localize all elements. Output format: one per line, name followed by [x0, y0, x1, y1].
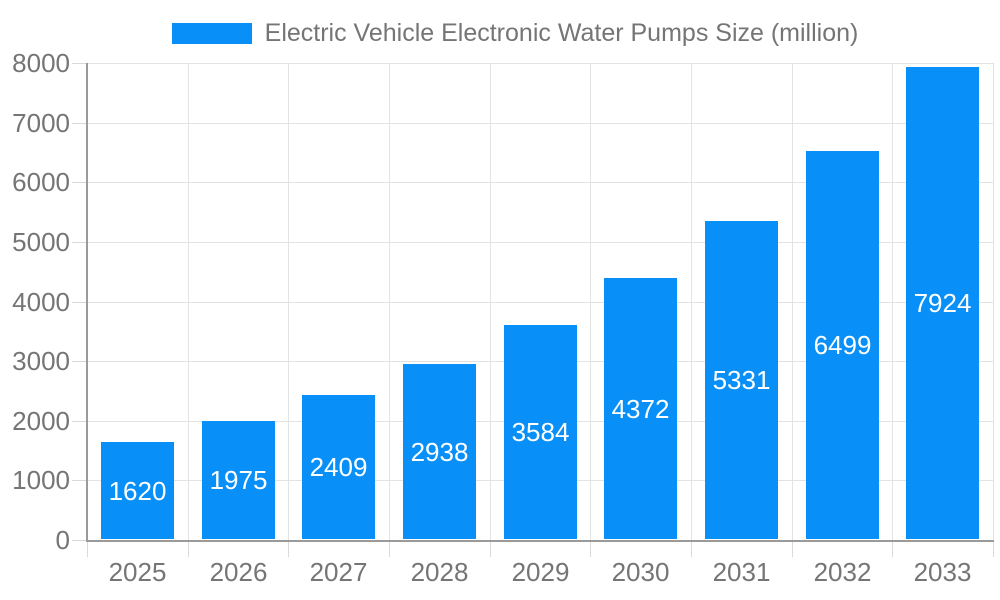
y-tick-label: 2000: [12, 406, 70, 436]
x-axis-tick: [87, 542, 88, 557]
bar-value-label: 6499: [813, 330, 872, 360]
x-axis-tick: [389, 542, 390, 557]
y-gridline: [87, 242, 993, 243]
bar-value-label: 2409: [309, 452, 368, 482]
y-tick-label: 6000: [12, 167, 70, 197]
x-tick-label: 2027: [309, 557, 368, 587]
y-axis-tick: [72, 182, 87, 183]
x-gridline: [490, 63, 491, 540]
y-axis-tick: [72, 361, 87, 362]
y-tick-label: 8000: [12, 48, 70, 78]
x-tick-label: 2029: [511, 557, 570, 587]
x-tick-label: 2033: [913, 557, 972, 587]
x-tick-label: 2030: [611, 557, 670, 587]
bar: 2938: [403, 364, 476, 539]
x-axis-tick: [892, 542, 893, 557]
bar-value-label: 7924: [913, 288, 972, 318]
y-tick-label: 3000: [12, 346, 70, 376]
x-axis-tick: [288, 542, 289, 557]
x-gridline: [993, 63, 994, 540]
bar-value-label: 2938: [410, 436, 469, 467]
bar-value-label: 1975: [209, 465, 268, 495]
y-axis-line: [86, 63, 88, 540]
bar-value-label: 3584: [511, 417, 570, 447]
x-gridline: [389, 63, 390, 540]
y-axis-tick: [72, 302, 87, 303]
legend-label[interactable]: Electric Vehicle Electronic Water Pumps …: [264, 18, 859, 47]
y-tick-label: 4000: [12, 287, 70, 317]
bar-value-label: 1620: [108, 475, 167, 506]
bar: 1975: [202, 421, 275, 539]
x-tick-label: 2031: [712, 557, 771, 587]
y-tick-label: 7000: [12, 108, 70, 138]
y-axis-tick: [72, 123, 87, 124]
y-tick-label: 5000: [12, 227, 70, 257]
bar-value-label: 5331: [712, 365, 771, 395]
bar: 5331: [705, 221, 778, 539]
x-tick-label: 2025: [108, 557, 167, 587]
bar: 7924: [906, 67, 979, 539]
y-axis-tick: [72, 480, 87, 481]
bar: 6499: [806, 151, 879, 539]
y-gridline: [87, 182, 993, 183]
y-axis-tick: [72, 540, 87, 541]
x-axis-tick: [590, 542, 591, 557]
y-tick-label: 1000: [12, 465, 70, 495]
x-axis-tick: [490, 542, 491, 557]
y-gridline: [87, 302, 993, 303]
x-gridline: [691, 63, 692, 540]
bar: 4372: [604, 278, 677, 539]
x-tick-label: 2028: [410, 557, 469, 587]
y-axis-tick: [72, 63, 87, 64]
y-axis-tick: [72, 421, 87, 422]
x-axis-tick: [188, 542, 189, 557]
bar: 2409: [302, 395, 375, 539]
legend-swatch[interactable]: [171, 22, 252, 44]
legend[interactable]: Electric Vehicle Electronic Water Pumps …: [30, 16, 1000, 50]
x-axis-tick: [691, 542, 692, 557]
y-gridline: [87, 123, 993, 124]
x-gridline: [792, 63, 793, 540]
x-axis-tick: [792, 542, 793, 557]
y-gridline: [87, 63, 993, 64]
x-axis-tick: [993, 542, 994, 557]
y-tick-label: 0: [55, 525, 70, 555]
x-gridline: [188, 63, 189, 540]
bar: 3584: [504, 325, 577, 539]
bar: 1620: [101, 442, 174, 539]
y-axis-tick: [72, 242, 87, 243]
x-tick-label: 2026: [209, 557, 268, 587]
x-gridline: [590, 63, 591, 540]
x-gridline: [892, 63, 893, 540]
x-gridline: [288, 63, 289, 540]
x-tick-label: 2032: [813, 557, 872, 587]
x-axis-line: [86, 540, 994, 542]
bar-value-label: 4372: [611, 393, 670, 424]
